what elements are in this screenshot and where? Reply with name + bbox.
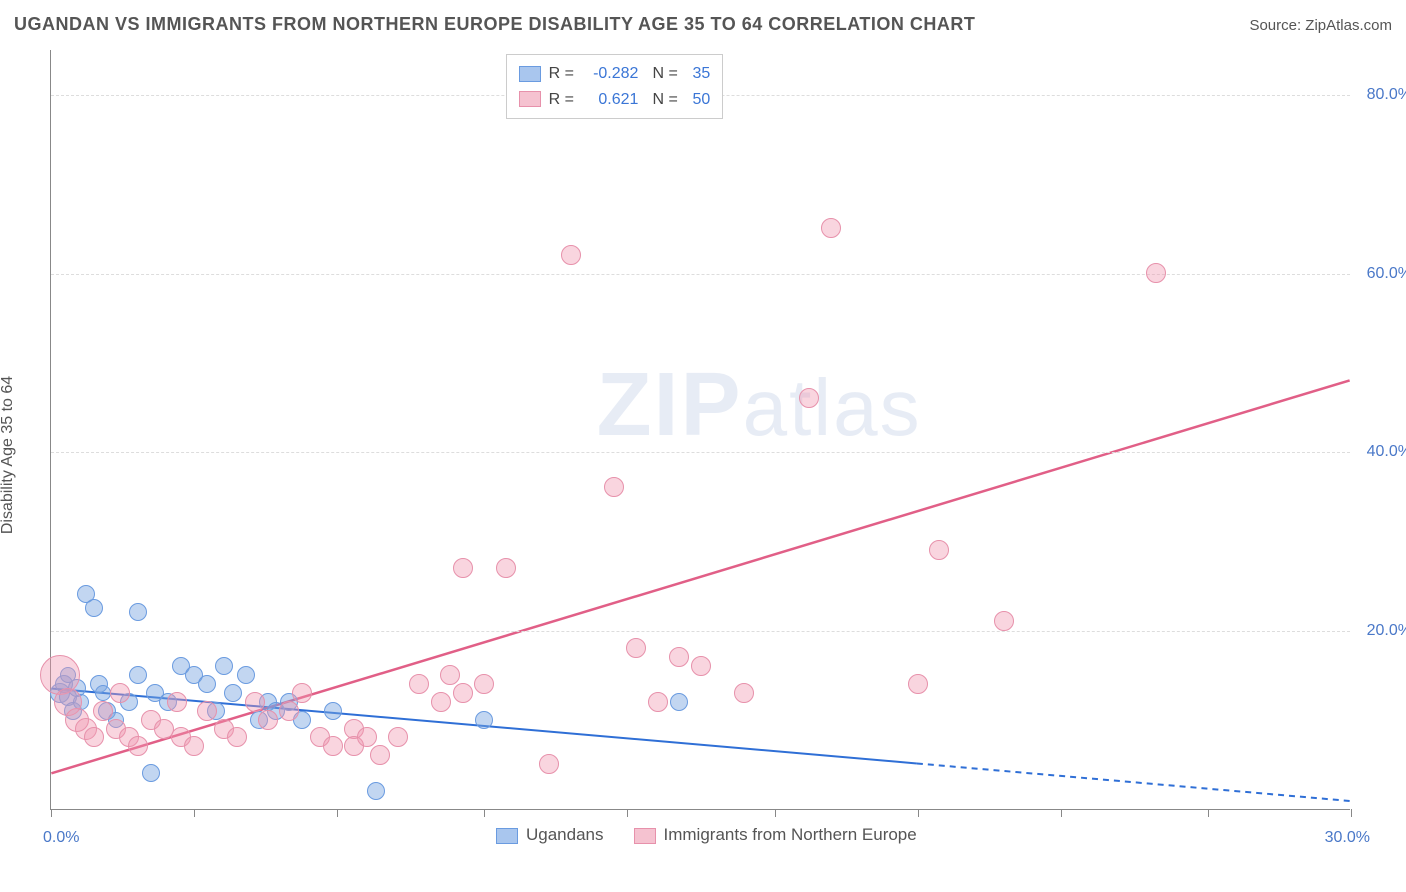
y-tick-label: 60.0% [1357,265,1406,283]
x-tick-label: 0.0% [43,829,79,847]
data-point [258,710,278,730]
stat-n-label: N = [652,91,682,108]
x-tick [1351,809,1352,817]
x-tick [194,809,195,817]
data-point [1146,263,1166,283]
x-tick [484,809,485,817]
data-point [323,736,343,756]
y-axis-label: Disability Age 35 to 64 [0,376,17,534]
data-point [215,657,233,675]
legend-label: Immigrants from Northern Europe [664,825,917,844]
y-tick-label: 80.0% [1357,86,1406,104]
data-point [197,701,217,721]
data-point [691,656,711,676]
data-point [95,685,111,701]
data-point [409,674,429,694]
data-point [85,599,103,617]
stat-n-value: 35 [682,61,710,87]
y-tick-label: 40.0% [1357,443,1406,461]
data-point [227,727,247,747]
legend-item: Ugandans [496,825,604,845]
legend-swatch [634,828,656,844]
data-point [237,666,255,684]
data-point [370,745,390,765]
data-point [453,683,473,703]
data-point [128,736,148,756]
stat-r-label: R = [549,65,579,82]
data-point [929,540,949,560]
stat-n-value: 50 [682,87,710,113]
data-point [821,218,841,238]
x-tick [775,809,776,817]
data-point [198,675,216,693]
data-point [129,666,147,684]
data-point [561,245,581,265]
gridline [51,631,1350,632]
data-point [453,558,473,578]
data-point [224,684,242,702]
x-tick [337,809,338,817]
data-point [388,727,408,747]
stats-legend: R = -0.282 N = 35 R = 0.621 N = 50 [506,54,724,119]
source-label: Source: ZipAtlas.com [1249,17,1392,34]
data-point [431,692,451,712]
legend-label: Ugandans [526,825,604,844]
legend-swatch [519,91,541,107]
data-point [799,388,819,408]
data-point [279,701,299,721]
data-point [670,693,688,711]
data-point [669,647,689,667]
data-point [167,692,187,712]
watermark: ZIPatlas [597,354,922,457]
data-point [184,736,204,756]
stat-n-label: N = [652,65,682,82]
x-tick [627,809,628,817]
data-point [474,674,494,694]
data-point [475,711,493,729]
legend-swatch [519,66,541,82]
stat-r-value: 0.621 [578,87,638,113]
data-point [367,782,385,800]
legend-item: Immigrants from Northern Europe [634,825,917,845]
data-point [440,665,460,685]
gridline [51,452,1350,453]
data-point [324,702,342,720]
data-point [142,764,160,782]
x-tick [1208,809,1209,817]
stats-row: R = -0.282 N = 35 [519,61,711,87]
x-tick [51,809,52,817]
stat-r-label: R = [549,91,579,108]
x-tick-label: 30.0% [1325,829,1370,847]
legend-swatch [496,828,518,844]
data-point [604,477,624,497]
data-point [110,683,130,703]
data-point [93,701,113,721]
data-point [292,683,312,703]
series-legend: Ugandans Immigrants from Northern Europe [496,825,917,845]
data-point [908,674,928,694]
data-point [648,692,668,712]
scatter-chart: ZIPatlas 20.0%40.0%60.0%80.0%0.0%30.0%R … [50,50,1350,810]
data-point [734,683,754,703]
x-tick [918,809,919,817]
data-point [84,727,104,747]
x-tick [1061,809,1062,817]
data-point [129,603,147,621]
data-point [357,727,377,747]
data-point [539,754,559,774]
data-point [994,611,1014,631]
data-point [245,692,265,712]
watermark-light: atlas [743,363,922,452]
stat-r-value: -0.282 [578,61,638,87]
y-tick-label: 20.0% [1357,622,1406,640]
data-point [496,558,516,578]
watermark-bold: ZIP [597,355,743,455]
chart-title: UGANDAN VS IMMIGRANTS FROM NORTHERN EURO… [14,14,975,35]
stats-row: R = 0.621 N = 50 [519,87,711,113]
data-point [626,638,646,658]
